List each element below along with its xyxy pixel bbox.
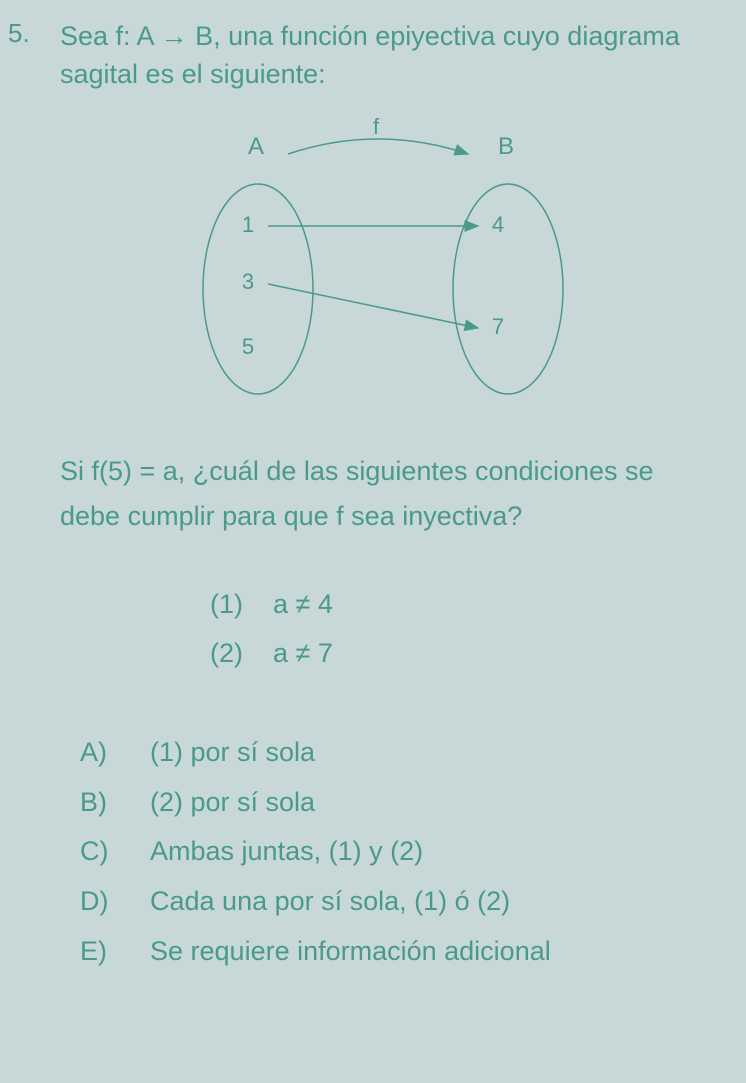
option-row: A) (1) por sí sola — [80, 728, 716, 778]
option-row: E) Se requiere información adicional — [80, 927, 716, 977]
set-b-ellipse — [453, 184, 563, 394]
conditions-list: (1) a ≠ 4 (2) a ≠ 7 — [210, 580, 716, 677]
question-block: 5. Sea f: A → B, una función epiyectiva … — [0, 0, 746, 1007]
condition-row: (1) a ≠ 4 — [210, 580, 716, 629]
option-letter: D) — [80, 877, 120, 927]
option-letter: A) — [80, 728, 120, 778]
question-number: 5. — [8, 18, 30, 49]
set-b-label: B — [498, 133, 514, 160]
condition-number: (2) — [210, 629, 243, 678]
set-a-element: 3 — [242, 269, 254, 294]
condition-text: a ≠ 7 — [273, 629, 333, 678]
set-a-element: 5 — [242, 334, 254, 359]
option-row: D) Cada una por sí sola, (1) ó (2) — [80, 877, 716, 927]
option-text: Ambas juntas, (1) y (2) — [150, 827, 423, 877]
options-list: A) (1) por sí sola B) (2) por sí sola C)… — [80, 728, 716, 978]
set-a-ellipse — [203, 184, 313, 394]
condition-row: (2) a ≠ 7 — [210, 629, 716, 678]
set-a-label: A — [248, 133, 264, 160]
option-text: (1) por sí sola — [150, 728, 315, 778]
set-a-element: 1 — [242, 212, 254, 237]
sagittal-diagram: f A B 1 3 5 4 7 — [178, 114, 598, 419]
followup-question: Si f(5) = a, ¿cuál de las siguientes con… — [60, 449, 716, 541]
option-row: B) (2) por sí sola — [80, 778, 716, 828]
condition-text: a ≠ 4 — [273, 580, 333, 629]
option-letter: C) — [80, 827, 120, 877]
question-stem: Sea f: A → B, una función epiyectiva cuy… — [60, 18, 716, 94]
option-letter: E) — [80, 927, 120, 977]
mapping-arrow — [268, 284, 478, 328]
option-text: Se requiere información adicional — [150, 927, 551, 977]
function-arrow — [288, 139, 468, 154]
set-b-element: 7 — [492, 314, 504, 339]
option-text: Cada una por sí sola, (1) ó (2) — [150, 877, 510, 927]
option-text: (2) por sí sola — [150, 778, 315, 828]
diagram-svg: f A B 1 3 5 4 7 — [178, 114, 598, 414]
option-row: C) Ambas juntas, (1) y (2) — [80, 827, 716, 877]
option-letter: B) — [80, 778, 120, 828]
condition-number: (1) — [210, 580, 243, 629]
function-label: f — [373, 114, 380, 139]
set-b-element: 4 — [492, 212, 504, 237]
